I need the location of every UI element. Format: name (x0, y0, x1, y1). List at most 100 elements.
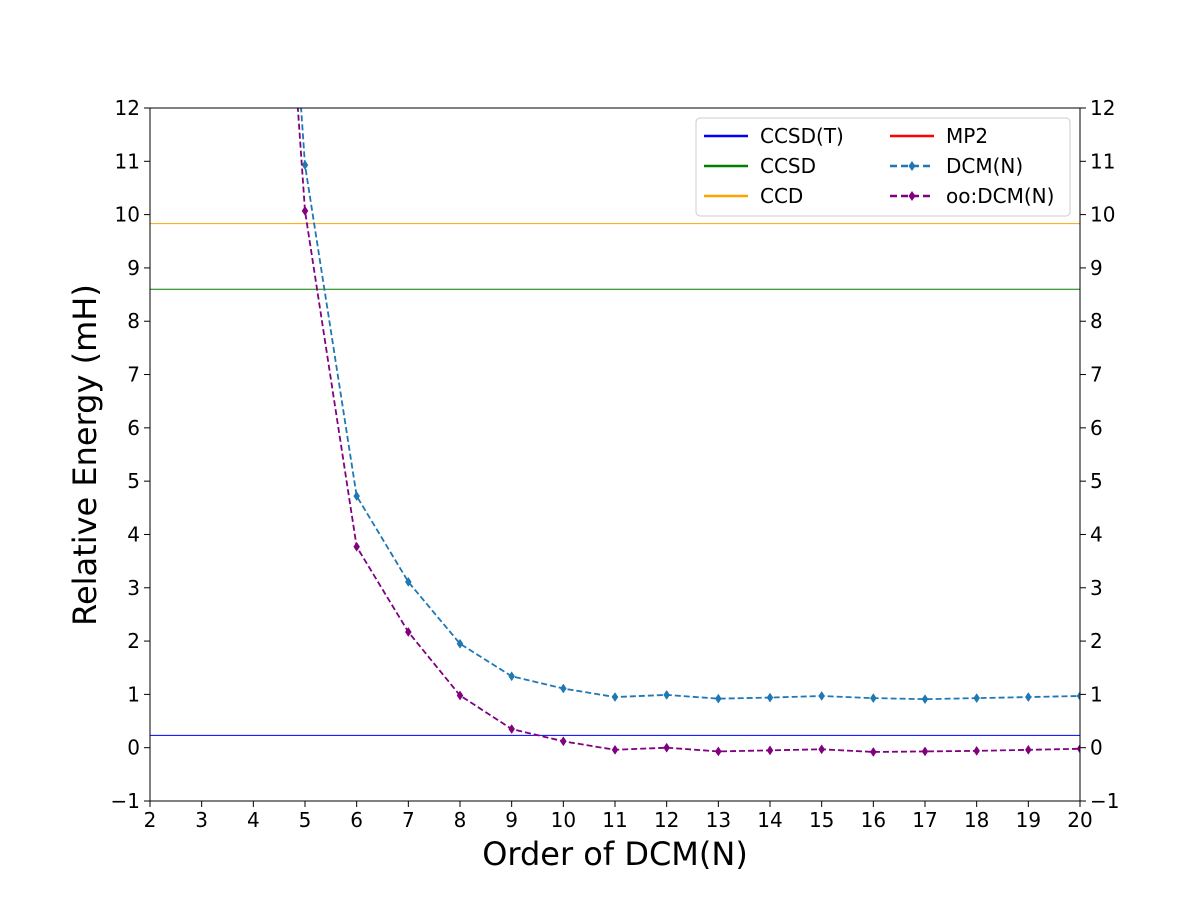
y-tick-label-right: 4 (1090, 522, 1103, 546)
y-tick-label-left: 11 (115, 149, 140, 173)
x-tick-label: 20 (1067, 808, 1092, 832)
legend: CCSD(T) MP2 CCSD DCM(N) CCD oo:DCM(N) (695, 117, 1071, 217)
legend-box (695, 117, 1071, 217)
y-tick-label-right: 11 (1090, 149, 1115, 173)
x-axis-ticks: 2 3 4 5 6 7 8 9 10 11 12 13 14 15 16 17 18 19 20 (144, 801, 1093, 832)
y-tick-label-right: 3 (1090, 576, 1103, 600)
x-tick-label: 19 (1016, 808, 1041, 832)
data-point-dcm-n (818, 691, 825, 701)
x-tick-label: 3 (195, 808, 208, 832)
data-point-dcm-n (663, 689, 670, 700)
data-point-dcm-n (870, 693, 877, 704)
y-tick-label-right: −1 (1090, 789, 1119, 813)
y-tick-label-left: 3 (127, 576, 140, 600)
y-tick-label-right: 5 (1090, 469, 1103, 493)
data-point-dcm-n (766, 692, 774, 703)
data-point-oo-dcm-n (766, 745, 774, 756)
x-tick-label: 11 (602, 808, 627, 832)
y-tick-label-left: 12 (115, 96, 140, 120)
legend-label: MP2 (946, 124, 988, 148)
series-line-dcm-n (300, 108, 1080, 701)
legend-item-oo-dcm-n: oo:DCM(N) (890, 184, 1054, 208)
data-point-oo-dcm-n (611, 744, 619, 755)
x-axis-title: Order of DCM(N) (482, 835, 748, 873)
legend-label: CCD (760, 184, 803, 208)
x-tick-label: 10 (551, 808, 576, 832)
data-point-dcm-n (353, 491, 360, 502)
y-tick-label-left: −1 (111, 789, 140, 813)
y-tick-label-left: 6 (127, 416, 140, 440)
data-point-oo-dcm-n (508, 724, 515, 734)
data-point-oo-dcm-n (921, 746, 929, 757)
data-point-oo-dcm-n (870, 747, 877, 757)
data-point-dcm-n (405, 576, 412, 587)
x-tick-label: 14 (757, 808, 782, 832)
legend-label: CCSD (760, 154, 816, 178)
y-tick-label-right: 12 (1090, 96, 1115, 120)
x-tick-label: 8 (454, 808, 467, 832)
legend-item-mp2: MP2 (890, 124, 988, 148)
data-point-oo-dcm-n (1076, 743, 1080, 754)
legend-marker (908, 191, 916, 201)
y-tick-label-right: 2 (1090, 629, 1103, 653)
data-point-oo-dcm-n (663, 742, 670, 753)
legend-label: CCSD(T) (760, 124, 844, 148)
y-tick-label-left: 1 (127, 682, 140, 706)
x-tick-label: 12 (654, 808, 679, 832)
data-point-dcm-n (715, 693, 722, 704)
legend-item-ccd: CCD (704, 184, 803, 208)
data-point-dcm-n (508, 671, 515, 682)
y-axis-title: Relative Energy (mH) (66, 284, 104, 626)
y-tick-label-left: 7 (127, 363, 140, 387)
y-tick-label-right: 1 (1090, 682, 1103, 706)
y-tick-label-left: 4 (127, 522, 140, 546)
data-point-dcm-n (301, 160, 309, 170)
y-tick-label-left: 5 (127, 469, 140, 493)
y-tick-label-left: 10 (115, 203, 140, 227)
data-point-oo-dcm-n (1025, 744, 1032, 755)
data-point-oo-dcm-n (818, 744, 825, 755)
y-tick-label-left: 0 (127, 736, 140, 760)
y-tick-label-right: 0 (1090, 736, 1103, 760)
legend-marker (908, 161, 916, 171)
reference-lines (150, 223, 1080, 736)
y-tick-label-right: 6 (1090, 416, 1103, 440)
x-tick-label: 9 (505, 808, 518, 832)
series-layer (296, 108, 1080, 757)
data-point-oo-dcm-n (456, 690, 464, 701)
data-point-dcm-n (973, 693, 980, 704)
y-tick-label-left: 8 (127, 309, 140, 333)
data-point-oo-dcm-n (560, 736, 567, 747)
legend-label: DCM(N) (946, 154, 1023, 178)
data-point-oo-dcm-n (973, 745, 980, 756)
x-tick-label: 4 (247, 808, 260, 832)
x-tick-label: 7 (402, 808, 415, 832)
x-tick-label: 6 (350, 808, 363, 832)
data-point-dcm-n (921, 694, 929, 705)
y-tick-label-right: 8 (1090, 309, 1103, 333)
x-tick-label: 18 (964, 808, 989, 832)
legend-item-dcm-n: DCM(N) (890, 154, 1023, 178)
y-tick-label-right: 10 (1090, 203, 1115, 227)
x-tick-label: 5 (299, 808, 312, 832)
legend-item-ccsd: CCSD (704, 154, 816, 178)
x-tick-label: 16 (861, 808, 886, 832)
data-point-oo-dcm-n (405, 627, 412, 637)
y-tick-label-left: 9 (127, 256, 140, 280)
data-point-dcm-n (560, 683, 567, 694)
data-point-oo-dcm-n (301, 205, 309, 216)
x-tick-label: 17 (912, 808, 937, 832)
data-point-oo-dcm-n (353, 541, 360, 552)
y-tick-label-right: 9 (1090, 256, 1103, 280)
x-tick-label: 13 (706, 808, 731, 832)
legend-label: oo:DCM(N) (946, 184, 1054, 208)
data-point-dcm-n (1025, 692, 1032, 703)
y-tick-label-right: 7 (1090, 363, 1103, 387)
data-point-dcm-n (1076, 691, 1080, 701)
x-tick-label: 2 (144, 808, 157, 832)
data-point-oo-dcm-n (715, 746, 722, 757)
series-line-oo-dcm-n (296, 108, 1080, 753)
data-point-dcm-n (611, 692, 619, 703)
